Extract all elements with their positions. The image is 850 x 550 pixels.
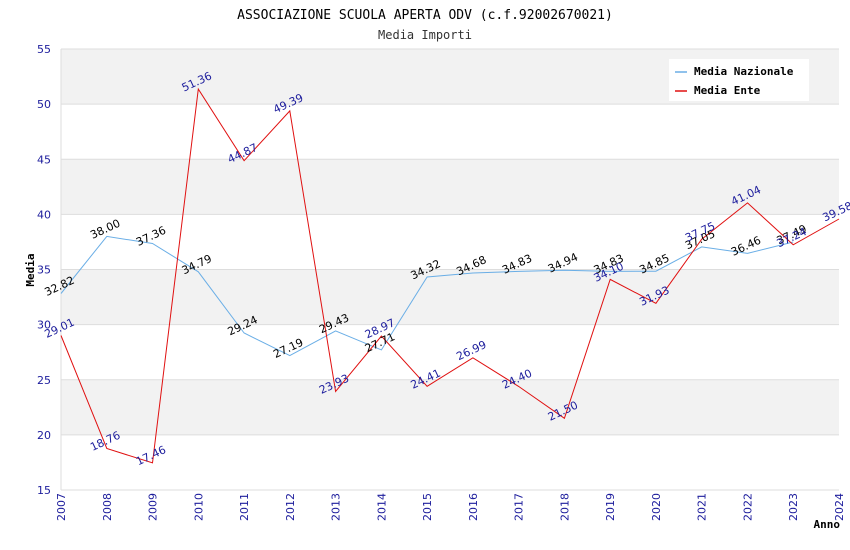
x-tick-label: 2020 bbox=[650, 493, 663, 521]
x-tick-label: 2021 bbox=[696, 493, 709, 521]
grid-band bbox=[61, 434, 839, 490]
legend-label-media-nazionale: Media Nazionale bbox=[694, 65, 794, 78]
x-tick-label: 2023 bbox=[787, 493, 800, 521]
y-tick-label: 25 bbox=[37, 374, 51, 387]
grid-band bbox=[61, 214, 839, 270]
x-tick-label: 2009 bbox=[147, 493, 160, 521]
x-tick-label: 2008 bbox=[101, 493, 114, 521]
legend-box bbox=[669, 59, 809, 101]
legend: Media Nazionale Media Ente bbox=[669, 59, 809, 101]
chart-subtitle: Media Importi bbox=[378, 28, 472, 42]
x-tick-label: 2017 bbox=[513, 493, 526, 521]
series-line-media-ente bbox=[60, 87, 840, 464]
axes bbox=[60, 49, 839, 491]
legend-label-media-ente: Media Ente bbox=[694, 84, 761, 97]
grid-band bbox=[61, 324, 839, 380]
chart-title: ASSOCIAZIONE SCUOLA APERTA ODV (c.f.9200… bbox=[237, 8, 613, 23]
y-tick-label: 15 bbox=[37, 484, 51, 497]
y-tick-label: 45 bbox=[37, 153, 51, 166]
x-tick-label: 2013 bbox=[330, 493, 343, 521]
y-tick-label: 20 bbox=[37, 429, 51, 442]
y-tick-label: 30 bbox=[37, 319, 51, 332]
x-tick-label: 2010 bbox=[192, 493, 205, 521]
grid-band bbox=[61, 269, 839, 325]
x-tick-label: 2012 bbox=[284, 493, 297, 521]
grid-band bbox=[61, 104, 839, 160]
grid-band bbox=[61, 379, 839, 435]
series-line-media-nazionale bbox=[60, 235, 794, 357]
y-tick-label: 50 bbox=[37, 98, 51, 111]
y-axis-label: Media bbox=[24, 253, 37, 286]
x-tick-label: 2014 bbox=[375, 493, 388, 521]
x-tick-label: 2016 bbox=[467, 493, 480, 521]
x-tick-label: 2011 bbox=[238, 493, 251, 521]
series-lines bbox=[60, 87, 840, 464]
x-axis-label: Anno bbox=[814, 518, 841, 531]
x-tick-label: 2018 bbox=[558, 493, 571, 521]
y-tick-label: 40 bbox=[37, 208, 51, 221]
x-tick-label: 2022 bbox=[741, 493, 754, 521]
x-tick-label: 2015 bbox=[421, 493, 434, 521]
x-tick-label: 2019 bbox=[604, 493, 617, 521]
y-tick-label: 55 bbox=[37, 43, 51, 56]
x-tick-label: 2007 bbox=[55, 493, 68, 521]
grid-bands bbox=[61, 49, 839, 490]
x-tick-label: 2024 bbox=[833, 493, 846, 521]
x-axis-ticks: 2007 2008 2009 2010 2011 2012 2013 2014 2015 2016… bbox=[55, 493, 846, 521]
y-axis-ticks: 15 20 25 30 35 40 45 50 55 bbox=[37, 43, 51, 497]
grid-band bbox=[61, 159, 839, 215]
y-tick-label: 35 bbox=[37, 264, 51, 277]
